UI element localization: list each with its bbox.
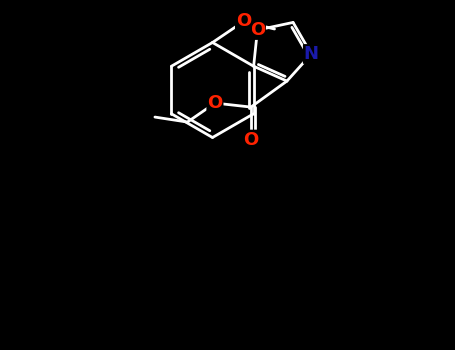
Text: O: O — [250, 21, 265, 39]
Text: O: O — [236, 13, 251, 30]
Text: O: O — [207, 94, 222, 112]
Text: O: O — [243, 131, 258, 148]
Text: N: N — [304, 45, 319, 63]
